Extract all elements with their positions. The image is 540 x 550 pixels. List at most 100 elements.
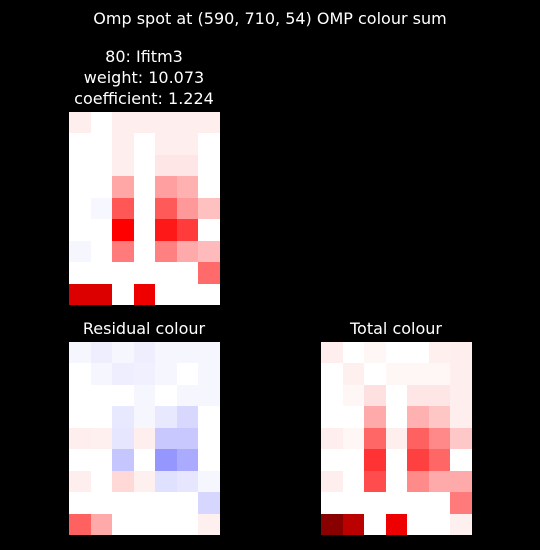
heatmap-cell — [407, 406, 429, 428]
heatmap-cell — [198, 133, 220, 155]
heatmap-cell — [112, 219, 134, 241]
heatmap-cell — [69, 112, 91, 134]
panel-gene-title-line-1: 80: Ifitm3 — [105, 47, 183, 66]
heatmap-cell — [407, 449, 429, 471]
heatmap-cell — [69, 342, 91, 364]
heatmap-cell — [69, 154, 91, 177]
heatmap-cell — [133, 384, 156, 407]
heatmap-cell — [90, 133, 113, 155]
heatmap-cell — [321, 427, 343, 450]
panel-gene-title: 80: Ifitm3 weight: 10.073 coefficient: 1… — [44, 46, 244, 109]
heatmap-cell — [342, 363, 365, 385]
heatmap-cell — [198, 112, 220, 134]
heatmap-cell — [198, 262, 220, 284]
heatmap-cell — [176, 363, 199, 385]
heatmap-cell — [69, 492, 91, 514]
heatmap-cell — [155, 154, 177, 177]
heatmap-cell — [133, 197, 156, 220]
heatmap-cell — [364, 470, 386, 493]
heatmap-cell — [176, 384, 199, 407]
heatmap-cell — [155, 112, 177, 134]
heatmap-cell — [407, 470, 429, 493]
heatmap-cell — [90, 449, 113, 471]
heatmap-cell — [385, 427, 408, 450]
heatmap-cell — [198, 363, 220, 385]
heatmap-cell — [112, 112, 134, 134]
heatmap-cell — [133, 492, 156, 514]
heatmap-cell — [176, 449, 199, 471]
heatmap-cell — [69, 406, 91, 428]
heatmap-cell — [155, 470, 177, 493]
heatmap-cell — [176, 492, 199, 514]
heatmap-cell — [198, 427, 220, 450]
heatmap-cell — [364, 406, 386, 428]
heatmap-cell — [450, 492, 472, 514]
heatmap-cell — [155, 427, 177, 450]
heatmap-cell — [155, 133, 177, 155]
heatmap-cell — [407, 384, 429, 407]
heatmap-cell — [133, 363, 156, 385]
heatmap-cell — [198, 197, 220, 220]
heatmap-cell — [176, 112, 199, 134]
panel-gene-title-line-3: coefficient: 1.224 — [74, 89, 214, 108]
panel-gene-heatmap — [69, 112, 220, 305]
heatmap-cell — [112, 176, 134, 198]
heatmap-cell — [385, 384, 408, 407]
heatmap-cell — [364, 492, 386, 514]
heatmap-cell — [407, 513, 429, 535]
heatmap-cell — [155, 449, 177, 471]
heatmap-cell — [176, 513, 199, 535]
heatmap-cell — [176, 406, 199, 428]
heatmap-cell — [198, 406, 220, 428]
heatmap-cell — [198, 176, 220, 198]
heatmap-cell — [90, 492, 113, 514]
heatmap-cell — [69, 262, 91, 284]
heatmap-cell — [450, 342, 472, 364]
heatmap-cell — [428, 406, 451, 428]
panel-residual-title-line-1: Residual colour — [82, 319, 206, 338]
heatmap-cell — [112, 342, 134, 364]
heatmap-cell — [90, 154, 113, 177]
heatmap-cell — [321, 470, 343, 493]
heatmap-cell — [198, 384, 220, 407]
heatmap-cell — [342, 342, 365, 364]
heatmap-cell — [133, 112, 156, 134]
heatmap-cell — [198, 154, 220, 177]
heatmap-cell — [198, 513, 220, 535]
heatmap-cell — [112, 262, 134, 284]
heatmap-cell — [342, 406, 365, 428]
heatmap-cell — [321, 384, 343, 407]
heatmap-cell — [176, 342, 199, 364]
heatmap-cell — [155, 406, 177, 428]
heatmap-cell — [385, 449, 408, 471]
heatmap-cell — [176, 154, 199, 177]
heatmap-cell — [176, 427, 199, 450]
heatmap-cell — [155, 176, 177, 198]
heatmap-cell — [176, 470, 199, 493]
heatmap-cell — [342, 384, 365, 407]
heatmap-cell — [69, 427, 91, 450]
heatmap-cell — [133, 262, 156, 284]
panel-total-title: Total colour — [296, 318, 496, 339]
heatmap-cell — [321, 513, 343, 535]
heatmap-cell — [133, 154, 156, 177]
heatmap-cell — [69, 240, 91, 263]
heatmap-cell — [450, 406, 472, 428]
heatmap-cell — [133, 449, 156, 471]
heatmap-cell — [428, 513, 451, 535]
heatmap-cell — [450, 384, 472, 407]
heatmap-cell — [90, 219, 113, 241]
heatmap-cell — [342, 449, 365, 471]
heatmap-cell — [342, 427, 365, 450]
heatmap-cell — [112, 406, 134, 428]
heatmap-cell — [321, 342, 343, 364]
heatmap-cell — [155, 363, 177, 385]
heatmap-cell — [321, 449, 343, 471]
heatmap-cell — [198, 492, 220, 514]
heatmap-cell — [450, 513, 472, 535]
heatmap-cell — [198, 283, 220, 305]
heatmap-cell — [321, 492, 343, 514]
heatmap-cell — [155, 492, 177, 514]
heatmap-cell — [428, 427, 451, 450]
heatmap-cell — [385, 513, 408, 535]
